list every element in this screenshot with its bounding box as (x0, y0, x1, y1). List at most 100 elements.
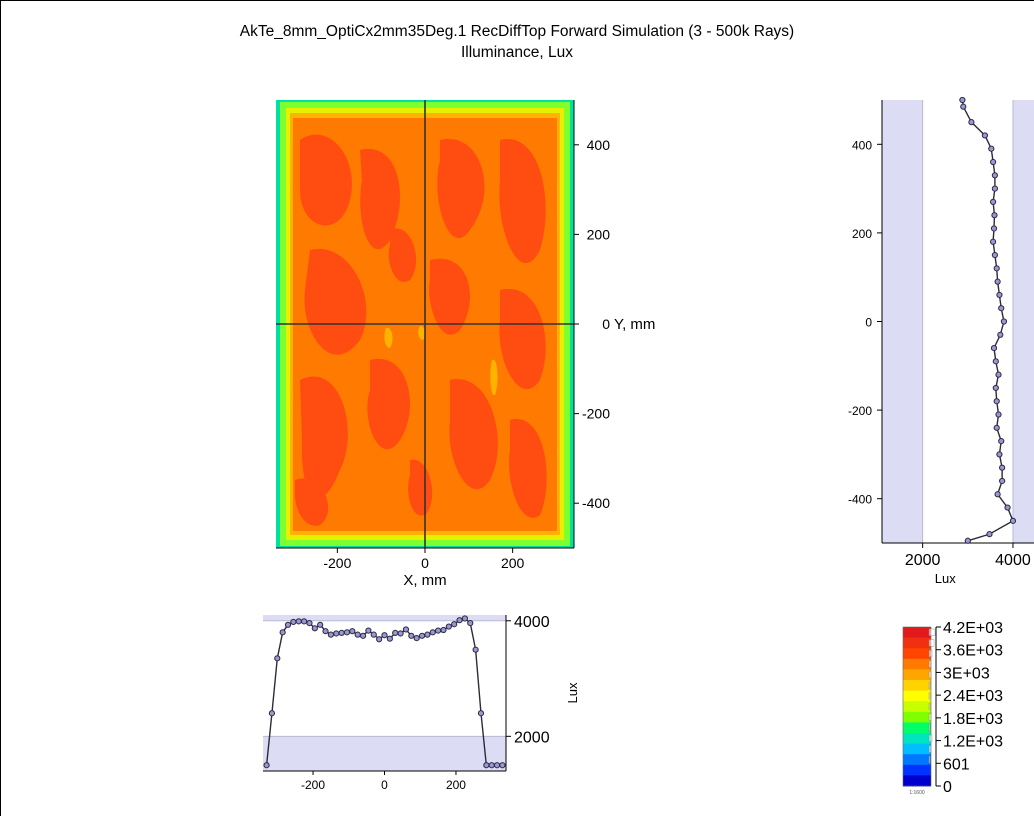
colorbar-tick-label: 4.2E+03 (943, 620, 1003, 637)
profile-marker (327, 631, 334, 638)
histogram-bar (928, 650, 933, 658)
profile-marker (968, 119, 975, 126)
histogram-bar (928, 671, 932, 679)
profile-marker (992, 384, 999, 392)
profile-marker (989, 158, 997, 166)
hotspot (388, 228, 417, 282)
color-swatch (903, 701, 931, 713)
profile-marker (988, 145, 995, 152)
heatmap-axes: -200 0 200 X, mm -400 -200 0 200 400 Y, mm (276, 100, 655, 589)
y-tick-label: 4000 (514, 614, 550, 631)
profile-marker (995, 371, 1002, 378)
profile-marker (467, 619, 474, 627)
hotspot (367, 358, 410, 450)
y-axis-label: Y, mm (614, 316, 655, 333)
hotspot (429, 258, 470, 335)
profile-marker (996, 451, 1003, 458)
profile-marker (993, 398, 1000, 405)
color-swatch (903, 743, 931, 755)
profile-marker (284, 621, 292, 628)
profile-band-top (263, 615, 506, 621)
y-tick-label: -400 (582, 495, 610, 511)
profile-marker (999, 464, 1006, 471)
colorbar-tick-label: 1.2E+03 (943, 734, 1003, 751)
colorbar-tick-label: 1.8E+03 (943, 711, 1003, 728)
hotspot (499, 288, 546, 390)
profile-marker (311, 625, 318, 632)
cool-spot (418, 325, 426, 340)
y-tick-label: -200 (848, 404, 872, 418)
y-tick-label: 200 (587, 226, 611, 242)
profile-marker (994, 278, 1001, 285)
colorbar-tick-label: 0 (943, 779, 952, 796)
profile-marker (990, 344, 998, 352)
profile-band-bottom (263, 736, 506, 771)
profile-marker (429, 629, 436, 636)
profile-marker (998, 438, 1005, 445)
histogram-bar (928, 703, 931, 711)
y-tick-label: 0 (865, 316, 872, 330)
profile-band-right (1012, 100, 1034, 543)
hotspot (360, 148, 400, 250)
hotspot (499, 139, 546, 264)
profile-marker (402, 626, 410, 633)
y-tick-label: 400 (852, 138, 872, 152)
colorbar-tick-label: 601 (943, 756, 970, 773)
profile-marker (477, 710, 485, 717)
color-swatch (903, 669, 931, 681)
hotspot (437, 138, 485, 239)
profile-marker (424, 631, 431, 638)
color-swatch (903, 754, 931, 766)
colorbar-tick-label: 3.6E+03 (943, 643, 1003, 660)
profile-marker (322, 628, 329, 635)
cool-spot (490, 359, 498, 396)
hotspot (300, 134, 352, 226)
hotspot (300, 376, 348, 499)
profile-marker (981, 132, 989, 139)
color-swatch (903, 775, 931, 787)
colorbar-tick-label: 3E+03 (943, 665, 990, 682)
horizontal-profile-plot: -200 0 200 2000 4000 Lux (263, 614, 580, 792)
profile-marker (994, 491, 1001, 498)
profile-marker (445, 623, 452, 630)
profile-marker (1000, 318, 1008, 325)
profile-marker (488, 762, 495, 769)
x-tick-label: -200 (323, 555, 351, 571)
profile-marker (991, 212, 998, 219)
profile-marker (1009, 517, 1017, 524)
histogram-bar (928, 734, 933, 742)
color-swatch (903, 690, 931, 702)
x-tick-label: 2000 (905, 552, 941, 569)
profile-marker (370, 631, 377, 638)
x-tick-label: 4000 (995, 552, 1031, 569)
profile-marker (997, 331, 1004, 338)
color-swatch (903, 648, 931, 660)
profile-marker (263, 762, 270, 769)
hotspot (304, 248, 367, 355)
hotspot (509, 419, 547, 518)
color-swatch (903, 764, 931, 776)
profile-marker (290, 618, 297, 626)
profile-marker (991, 185, 999, 192)
color-swatch (903, 722, 931, 734)
profile-marker (268, 710, 276, 717)
color-swatch (903, 680, 931, 692)
chart-title: AkTe_8mm_OptiCx2mm35Deg.1 RecDiffTop For… (239, 23, 795, 40)
profile-marker (986, 531, 993, 538)
y-tick-label: 2000 (514, 729, 550, 746)
profile-marker (959, 96, 966, 104)
hotspot (408, 459, 433, 516)
profile-marker (306, 619, 313, 627)
histogram-bar (928, 756, 931, 764)
profile-marker (998, 305, 1005, 312)
profile-marker (381, 632, 388, 639)
profile-marker (993, 424, 1000, 431)
profile-marker (295, 618, 302, 625)
chart-subtitle: Illuminance, Lux (460, 44, 573, 61)
profile-marker (354, 631, 361, 638)
histogram-bar (928, 660, 932, 668)
profile-marker (413, 635, 420, 642)
y-tick-label: 400 (587, 137, 611, 153)
color-swatch (903, 711, 931, 723)
